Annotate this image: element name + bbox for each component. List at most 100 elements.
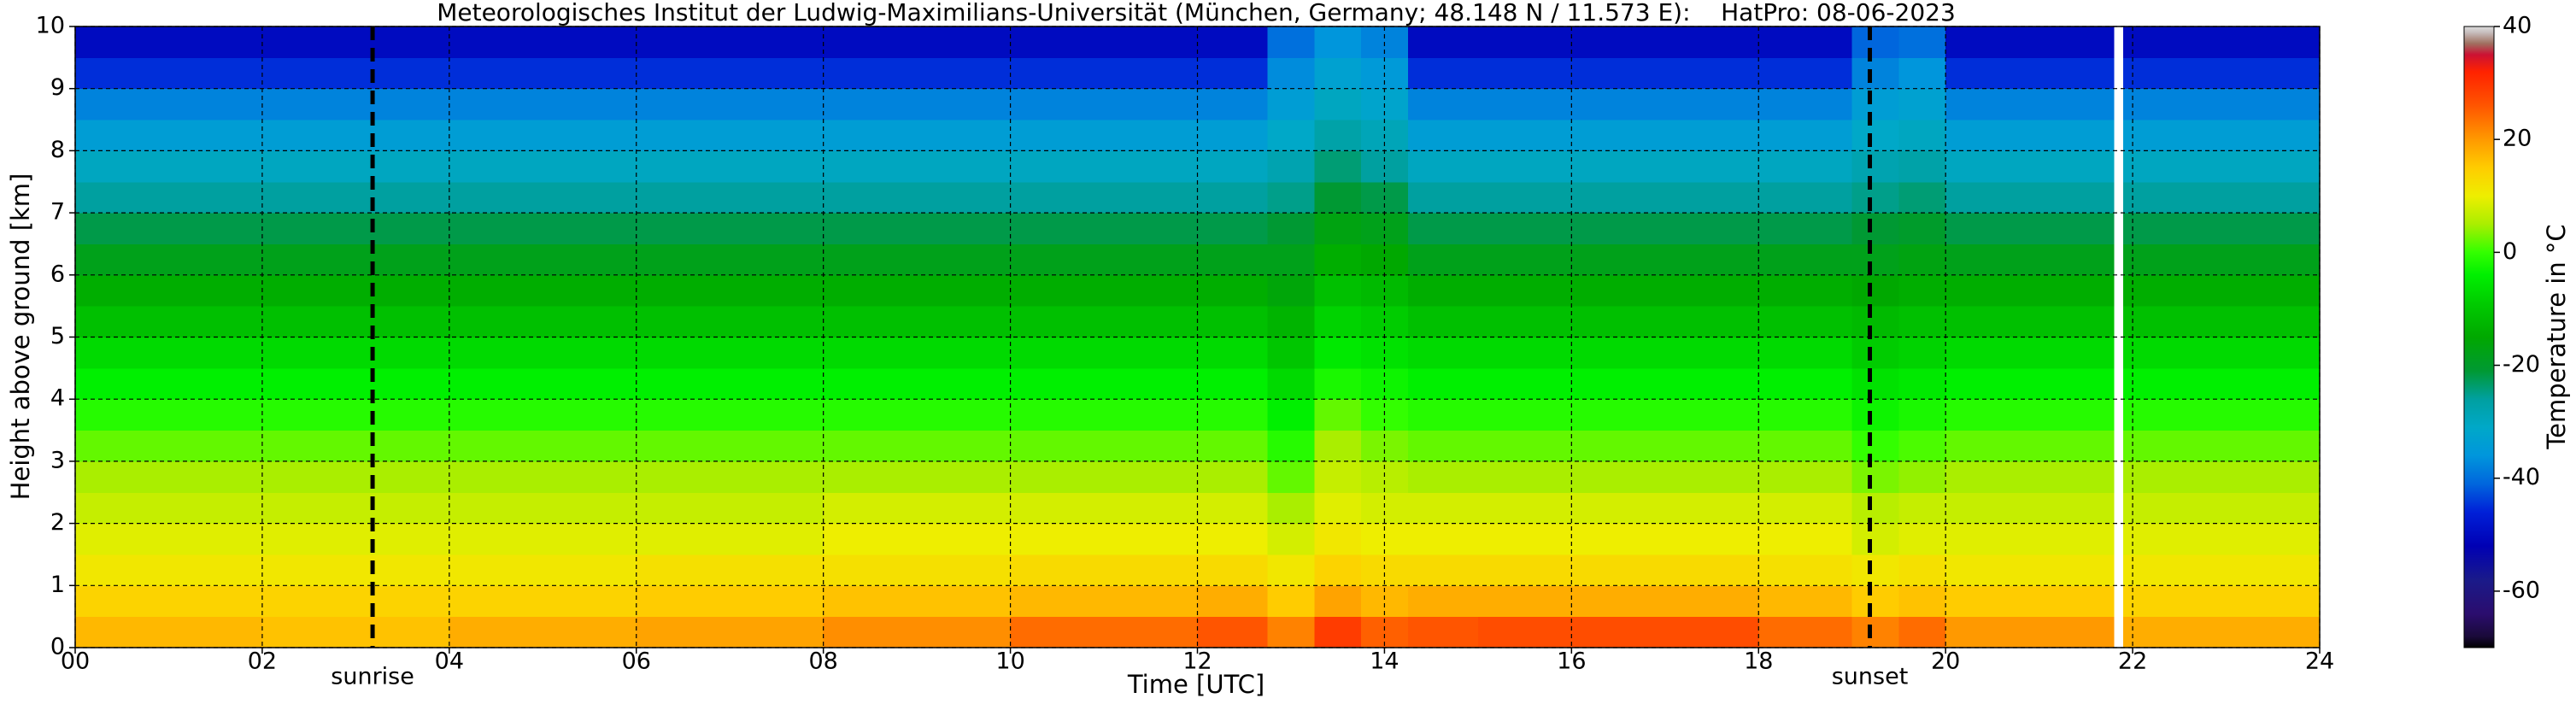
heatmap-cell — [1571, 523, 1759, 555]
heatmap-cell — [1758, 120, 1853, 151]
x-tick-label: 10 — [995, 648, 1024, 675]
heatmap-cell — [261, 461, 450, 493]
heatmap-cell — [75, 274, 263, 307]
heatmap-cell — [636, 367, 824, 400]
heatmap-cell — [1571, 554, 1759, 586]
heatmap-cell — [261, 554, 450, 586]
heatmap-cell — [823, 181, 1012, 214]
heatmap-cell — [1010, 26, 1198, 58]
heatmap-cell — [1851, 181, 1899, 214]
heatmap-cell — [1407, 616, 1479, 648]
heatmap-cell — [1010, 367, 1198, 400]
heatmap-cell — [1758, 399, 1853, 431]
heatmap-cell — [823, 399, 1012, 431]
heatmap-cell — [1898, 585, 1946, 618]
heatmap-cell — [75, 57, 263, 90]
heatmap-cell — [1314, 88, 1362, 120]
heatmap-cell — [1267, 213, 1315, 244]
heatmap-cell — [823, 616, 1012, 648]
heatmap-cell — [449, 616, 637, 648]
heatmap-cell — [823, 337, 1012, 369]
heatmap-cell — [449, 120, 637, 151]
heatmap-cell — [1314, 367, 1362, 400]
heatmap-cell — [261, 367, 450, 400]
heatmap-cell — [1407, 461, 1479, 493]
heatmap-cell — [1314, 150, 1362, 183]
y-tick-label: 9 — [50, 74, 65, 101]
heatmap-cell — [1477, 88, 1572, 120]
heatmap-cell — [1571, 399, 1759, 431]
heatmap-cell — [1010, 554, 1198, 586]
heatmap-cell — [261, 181, 450, 214]
heatmap-cell — [449, 337, 637, 369]
heatmap-cell — [261, 243, 450, 276]
heatmap-cell — [2123, 461, 2321, 493]
heatmap-cell — [1571, 150, 1759, 183]
heatmap-cell — [1851, 57, 1899, 90]
heatmap-cell — [449, 492, 637, 525]
heatmap-cell — [636, 274, 824, 307]
heatmap-cell — [1571, 616, 1759, 648]
heatmap-cell — [1898, 306, 1946, 337]
heatmap-cell — [1477, 430, 1572, 462]
heatmap-cell — [1477, 26, 1572, 58]
colorbar-tick-label: -40 — [2503, 464, 2540, 490]
heatmap-cell — [636, 585, 824, 618]
heatmap-cell — [1314, 492, 1362, 525]
heatmap-cell — [1314, 243, 1362, 276]
heatmap-cell — [1314, 585, 1362, 618]
heatmap-cell — [1267, 399, 1315, 431]
heatmap-cell — [261, 430, 450, 462]
heatmap-cell — [1010, 399, 1198, 431]
heatmap-cell — [449, 554, 637, 586]
heatmap-cell — [1010, 523, 1198, 555]
heatmap-cell — [1407, 26, 1479, 58]
heatmap-cell — [1010, 88, 1198, 120]
heatmap-cell — [1407, 492, 1479, 525]
heatmap-cell — [1477, 57, 1572, 90]
chart-title: Meteorologisches Institut der Ludwig-Max… — [437, 0, 1956, 26]
heatmap-cell — [1197, 181, 1269, 214]
heatmap-cell — [1571, 430, 1759, 462]
heatmap-cell — [1407, 243, 1479, 276]
heatmap-cell — [1945, 461, 2115, 493]
heatmap-cell — [636, 181, 824, 214]
heatmap-cell — [636, 88, 824, 120]
heatmap-cell — [1197, 461, 1269, 493]
heatmap-cell — [449, 181, 637, 214]
heatmap-cell — [823, 554, 1012, 586]
heatmap-cell — [1571, 585, 1759, 618]
heatmap-cell — [1851, 616, 1899, 648]
heatmap-cell — [1945, 367, 2115, 400]
heatmap-cell — [1758, 430, 1853, 462]
x-tick-label: 16 — [1557, 648, 1586, 675]
heatmap-cell — [1314, 57, 1362, 90]
heatmap-cell — [1197, 120, 1269, 151]
heatmap-cell — [1477, 306, 1572, 337]
heatmap-cell — [636, 492, 824, 525]
heatmap-cell — [1267, 616, 1315, 648]
heatmap-cell — [1477, 492, 1572, 525]
heatmap-cell — [1010, 274, 1198, 307]
heatmap-cell — [1267, 337, 1315, 369]
heatmap-cell — [1758, 306, 1853, 337]
plot-frame — [74, 26, 2321, 648]
heatmap-cell — [261, 88, 450, 120]
heatmap-cell — [1407, 213, 1479, 244]
heatmap-cell — [1010, 120, 1198, 151]
heatmap-cell — [1898, 181, 1946, 214]
heatmap-cell — [1407, 367, 1479, 400]
heatmap-cell — [1758, 26, 1853, 58]
heatmap-cell — [636, 554, 824, 586]
heatmap-cell — [1571, 337, 1759, 369]
heatmap-cell — [1571, 306, 1759, 337]
heatmap-cell — [1571, 461, 1759, 493]
heatmap-cell — [2123, 554, 2321, 586]
x-tick-label: 14 — [1370, 648, 1399, 675]
heatmap-cell — [261, 274, 450, 307]
heatmap-cell — [1898, 554, 1946, 586]
heatmap-cell — [636, 337, 824, 369]
x-tick-label: 06 — [622, 648, 651, 675]
heatmap-cell — [261, 523, 450, 555]
heatmap-cell — [75, 337, 263, 369]
